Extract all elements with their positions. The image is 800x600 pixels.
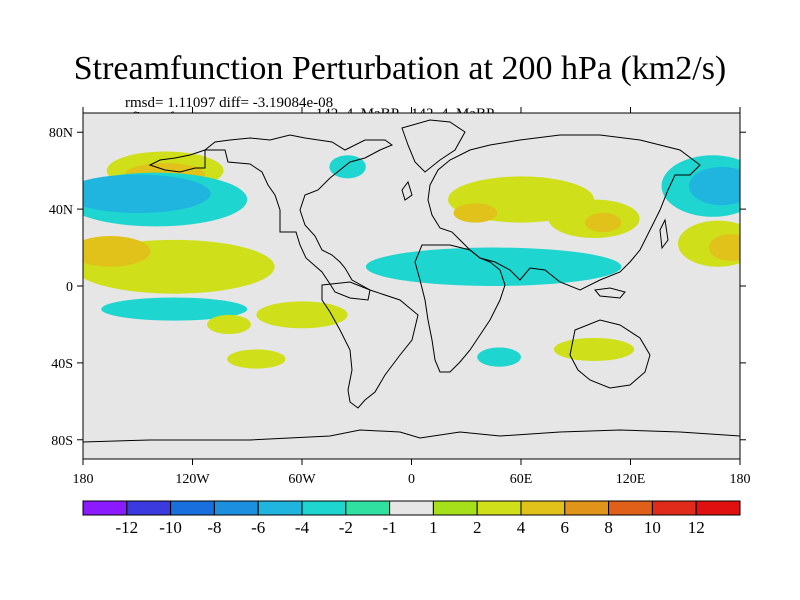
y-tick-label: 80N bbox=[49, 126, 73, 141]
colorbar-label: -10 bbox=[159, 518, 182, 537]
coastline-uk bbox=[401, 180, 413, 201]
colorbar-label: 2 bbox=[473, 518, 482, 537]
contour-north-atlantic-small-negative bbox=[329, 155, 366, 179]
x-tick-label: 120W bbox=[175, 472, 210, 487]
colorbar-label: 8 bbox=[604, 518, 613, 537]
colorbar-label: -12 bbox=[115, 518, 138, 537]
y-tick-label: 80S bbox=[51, 434, 73, 449]
colorbar-box bbox=[213, 500, 259, 516]
contour-tropical-pacific-positive-core bbox=[83, 236, 151, 267]
colorbar-box bbox=[301, 500, 347, 516]
colorbar-box bbox=[126, 500, 172, 516]
colorbar-label: 1 bbox=[429, 518, 438, 537]
contour-north-west-pacific-negative-core bbox=[688, 166, 740, 206]
colorbar-box bbox=[257, 500, 303, 516]
x-tick-label: 120E bbox=[616, 472, 646, 487]
x-tick-label: 180 bbox=[730, 472, 751, 487]
colorbar-label: -1 bbox=[383, 518, 397, 537]
contour-eurasia-positive-core bbox=[453, 203, 498, 223]
y-tick-label: 0 bbox=[66, 280, 73, 295]
x-tick-label: 60W bbox=[288, 472, 316, 487]
colorbar-box bbox=[476, 500, 522, 516]
contour-southern-pacific-small-positive bbox=[227, 349, 286, 369]
colorbar-box bbox=[564, 500, 610, 516]
coastline-africa bbox=[414, 244, 506, 373]
colorbar-box bbox=[651, 500, 697, 516]
colorbar-box bbox=[695, 500, 741, 516]
colorbar-box bbox=[608, 500, 653, 516]
contour-south-indian-negative bbox=[477, 347, 521, 367]
colorbar-label: -6 bbox=[251, 518, 265, 537]
coastline-antarctica bbox=[83, 429, 740, 443]
colorbar-box bbox=[520, 500, 566, 516]
colorbar-label: -4 bbox=[295, 518, 310, 537]
axis-ticks: 180 120W 60W 0 60E 120E 180 80N 40N 0 40S 80S bbox=[49, 107, 751, 487]
coastline-indonesia bbox=[594, 287, 626, 299]
y-tick-label: 40N bbox=[49, 203, 73, 218]
colorbar-label: 12 bbox=[688, 518, 705, 537]
contour-south-pacific-positive bbox=[256, 301, 348, 329]
contour-tropical-africa-asia-negative bbox=[365, 247, 622, 286]
colorbar-box bbox=[170, 500, 215, 516]
coastline-north-america bbox=[203, 134, 394, 301]
coastline-eurasia bbox=[427, 134, 701, 291]
colorbar-label: -8 bbox=[207, 518, 221, 537]
colorbar-label: -2 bbox=[339, 518, 353, 537]
coastline-alaska bbox=[148, 149, 206, 173]
colorbar-box bbox=[345, 500, 391, 516]
contour-east-asia-positive-core bbox=[584, 212, 622, 233]
colorbar-label: 6 bbox=[561, 518, 570, 537]
colorbar-label: 4 bbox=[517, 518, 526, 537]
contour-fills bbox=[83, 151, 740, 369]
colorbar-box bbox=[389, 500, 434, 516]
y-tick-label: 40S bbox=[51, 357, 73, 372]
colorbar-box bbox=[432, 500, 478, 516]
contour-south-pacific-negative bbox=[101, 297, 248, 321]
coastlines bbox=[83, 119, 740, 443]
contour-south-indian-positive bbox=[553, 337, 635, 361]
colorbar-label: 10 bbox=[644, 518, 661, 537]
x-tick-label: 180 bbox=[73, 472, 94, 487]
x-tick-label: 0 bbox=[408, 472, 415, 487]
rmsd-diff-stats: rmsd= 1.11097 diff= -3.19084e-08 bbox=[125, 95, 334, 111]
coastline-south-america bbox=[321, 281, 419, 409]
x-tick-label: 60E bbox=[510, 472, 533, 487]
contour-south-pacific-positive-2 bbox=[207, 314, 251, 335]
coastline-greenland bbox=[401, 119, 466, 173]
chart-title: Streamfunction Perturbation at 200 hPa (… bbox=[73, 50, 727, 87]
contour-tropical-west-pacific-positive-core bbox=[708, 234, 740, 262]
coastline-australia bbox=[569, 319, 651, 389]
colorbar: -12 -10 -8 -6 -4 -2 -1 1 2 4 6 8 10 12 bbox=[82, 500, 741, 537]
coastline-japan bbox=[659, 218, 669, 250]
colorbar-box bbox=[82, 500, 128, 516]
contour-north-pacific-negative-core bbox=[83, 174, 211, 213]
